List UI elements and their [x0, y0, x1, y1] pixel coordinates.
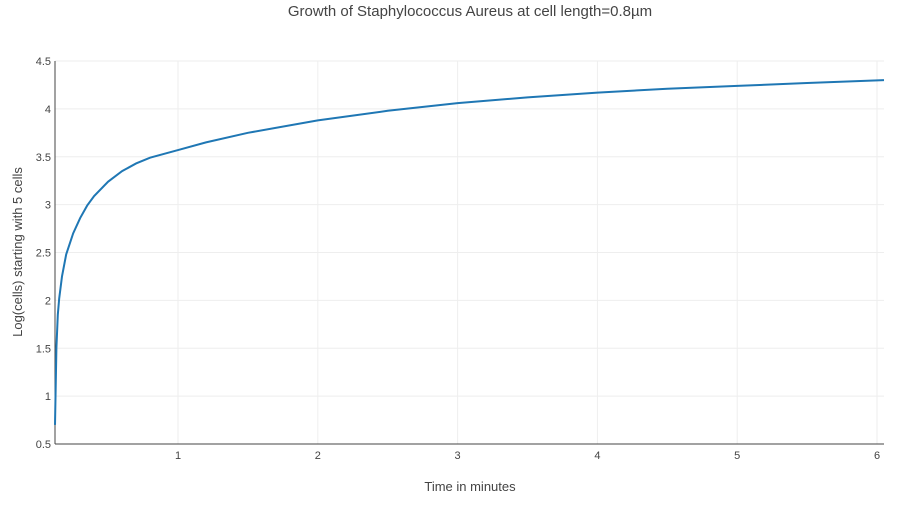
y-tick-label: 1 [45, 391, 51, 403]
series-line [54, 79, 885, 425]
x-axis-title: Time in minutes [424, 479, 516, 494]
x-tick-label: 3 [455, 450, 461, 462]
x-tick-label: 5 [734, 450, 740, 462]
series [54, 79, 885, 425]
y-tick-label: 4.5 [36, 56, 51, 68]
y-axis-title: Log(cells) starting with 5 cells [10, 167, 25, 337]
gridlines [55, 60, 884, 444]
y-tick-label: 0.5 [36, 439, 51, 451]
y-tick-label: 3.5 [36, 152, 51, 164]
y-tick-label: 1.5 [36, 343, 51, 355]
y-tick-label: 3 [45, 200, 51, 212]
x-tick-label: 4 [594, 450, 600, 462]
y-tick-label: 4 [45, 104, 51, 116]
tick-labels: 0.5 1 1.5 2 2.5 3 3.5 4 4.5 1 2 3 4 5 6 [36, 56, 880, 462]
y-tick-label: 2 [45, 295, 51, 307]
chart-title: Growth of Staphylococcus Aureus at cell … [288, 3, 652, 20]
y-tick-label: 2.5 [36, 248, 51, 260]
x-tick-label: 6 [874, 450, 880, 462]
x-tick-label: 1 [175, 450, 181, 462]
x-tick-label: 2 [315, 450, 321, 462]
